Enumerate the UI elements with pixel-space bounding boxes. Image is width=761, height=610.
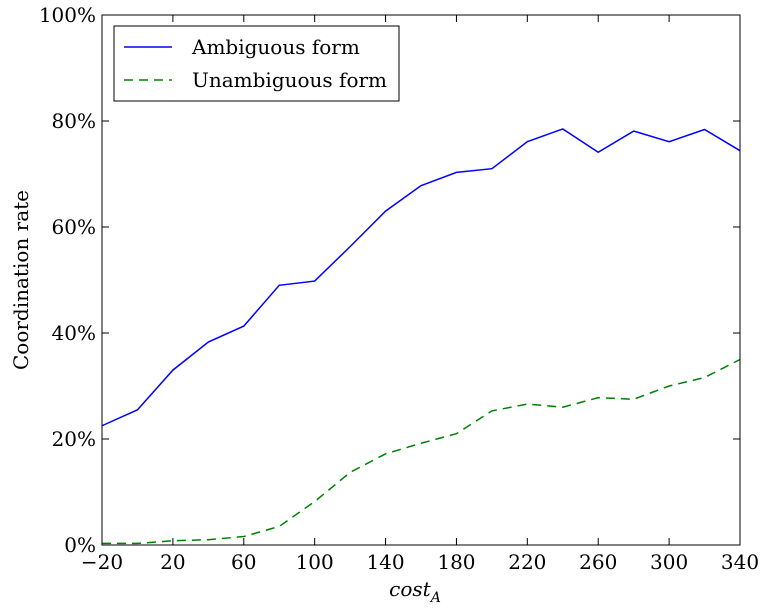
x-axis-title-main: cost [389, 577, 432, 601]
y-tick-label: 100% [39, 3, 96, 27]
x-tick-label: 340 [721, 550, 759, 574]
y-tick-label: 80% [52, 109, 96, 133]
y-tick-label: 20% [52, 427, 96, 451]
y-tick-label: 60% [52, 215, 96, 239]
x-axis-title: costA [389, 577, 441, 606]
legend-box [113, 25, 400, 102]
x-tick-label: 140 [366, 550, 404, 574]
y-tick-label: 40% [52, 321, 96, 345]
x-tick-label: 180 [437, 550, 475, 574]
x-tick-label: −20 [81, 550, 123, 574]
y-axis-title: Coordination rate [9, 190, 33, 370]
legend: Ambiguous form Unambiguous form [113, 25, 400, 102]
x-tick-label: 100 [296, 550, 334, 574]
ticks-layer: −20 20 60 100 140 180 220 260 300 340 0% 20% 40% 60% 8… [39, 3, 759, 574]
plot-frame [101, 14, 741, 546]
x-axis-title-subscript: A [429, 590, 441, 606]
legend-label-unambiguous: Unambiguous form [192, 68, 387, 92]
x-tick-label: 20 [160, 550, 185, 574]
x-tick-label: 300 [650, 550, 688, 574]
y-tick-label: 0% [64, 533, 96, 557]
series-line-0 [101, 128, 741, 427]
x-tick-label: 260 [579, 550, 617, 574]
plot-background [102, 15, 740, 545]
series-layer [101, 128, 741, 545]
x-tick-label: 60 [231, 550, 256, 574]
series-line-1 [102, 358, 741, 545]
x-tick-label: 220 [508, 550, 546, 574]
legend-label-ambiguous: Ambiguous form [191, 35, 360, 59]
